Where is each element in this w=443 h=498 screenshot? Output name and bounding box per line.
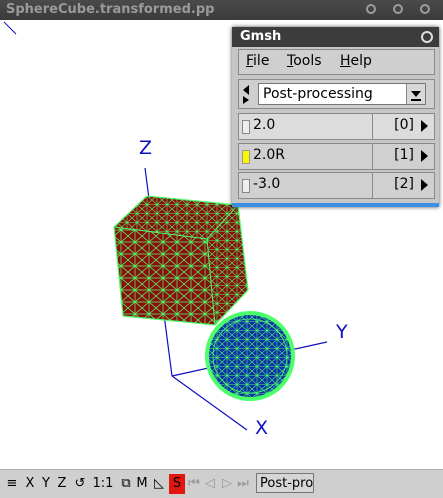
view-2-menu-button[interactable]: [2] bbox=[373, 173, 434, 198]
module-selector-row: Post-processing bbox=[238, 79, 435, 109]
view-1-visibility-checkbox[interactable] bbox=[242, 150, 250, 164]
z-axis-label: Z bbox=[139, 137, 152, 159]
view-row-0: 2.0 [0] bbox=[238, 113, 435, 140]
view-0-name: 2.0 bbox=[253, 117, 276, 133]
x-axis-label: X bbox=[255, 417, 268, 439]
view-2-visibility-checkbox[interactable] bbox=[242, 179, 250, 193]
last-step-icon[interactable]: ⏭ bbox=[237, 476, 249, 491]
y-axis-label: Y bbox=[335, 321, 348, 343]
view-0-button[interactable]: 2.0 bbox=[239, 114, 373, 139]
view-0-menu-button[interactable]: [0] bbox=[373, 114, 434, 139]
view-2-index: [2] bbox=[394, 176, 414, 192]
mesh-toggle-button[interactable]: M bbox=[136, 476, 148, 491]
corner-axis-marker bbox=[3, 21, 17, 35]
view-1-button[interactable]: 2.0R bbox=[239, 144, 373, 169]
x-axis-line bbox=[171, 375, 248, 431]
menu-help-rest: elp bbox=[350, 53, 372, 69]
window-minimize-icon[interactable] bbox=[393, 4, 403, 14]
view-2-button[interactable]: -3.0 bbox=[239, 173, 373, 198]
status-toolbar: ≡ X Y Z ↺ 1:1 ⧉ M ◺ S ⏮ ◁ ▷ ⏭ Post-proce… bbox=[0, 469, 443, 498]
cube-mesh bbox=[113, 195, 249, 326]
view-1-name: 2.0R bbox=[253, 147, 285, 163]
view-x-button[interactable]: X bbox=[25, 476, 35, 491]
scene-canvas: Z Y X bbox=[3, 21, 348, 439]
menu-file[interactable]: File bbox=[246, 53, 270, 69]
module-cycle-arrows-icon[interactable] bbox=[241, 84, 251, 104]
triangle-right-icon bbox=[421, 120, 428, 132]
view-0-index: [0] bbox=[394, 117, 414, 133]
menu-file-rest: ile bbox=[253, 53, 270, 69]
gmsh-window-bottom-border bbox=[232, 203, 439, 207]
gmsh-menubar: File Tools Help bbox=[238, 49, 435, 75]
window-close-icon[interactable] bbox=[420, 4, 430, 14]
projection-icon[interactable]: ⧉ bbox=[121, 476, 131, 491]
play-icon[interactable]: ▷ bbox=[222, 476, 232, 491]
menu-help[interactable]: Help bbox=[340, 53, 372, 69]
gmsh-window-title: Gmsh bbox=[240, 29, 282, 44]
previous-step-icon[interactable]: ◁ bbox=[205, 476, 215, 491]
scale-one-button[interactable]: 1:1 bbox=[92, 476, 114, 491]
menu-icon[interactable]: ≡ bbox=[6, 476, 18, 491]
view-1-menu-button[interactable]: [1] bbox=[373, 144, 434, 169]
view-0-visibility-checkbox[interactable] bbox=[242, 120, 250, 134]
view-2-name: -3.0 bbox=[253, 176, 281, 192]
main-window-title: SphereCube.transformed.pp bbox=[6, 2, 215, 17]
triangle-right-icon bbox=[421, 179, 428, 191]
selection-icon[interactable]: ◺ bbox=[154, 476, 164, 491]
menu-tools[interactable]: Tools bbox=[287, 53, 322, 69]
menu-tools-rest: ools bbox=[293, 53, 322, 69]
gmsh-close-icon[interactable] bbox=[421, 31, 433, 43]
module-select[interactable]: Post-processing bbox=[258, 83, 426, 105]
view-y-button[interactable]: Y bbox=[42, 476, 50, 491]
gmsh-titlebar[interactable]: Gmsh bbox=[232, 27, 439, 47]
rotate-icon[interactable]: ↺ bbox=[74, 476, 86, 491]
module-select-value: Post-processing bbox=[263, 86, 373, 102]
view-1-index: [1] bbox=[394, 147, 414, 163]
sphere-mesh bbox=[205, 311, 295, 401]
triangle-right-icon bbox=[421, 150, 428, 162]
module-status-field[interactable]: Post-processing bbox=[256, 473, 314, 493]
first-step-icon[interactable]: ⏮ bbox=[188, 476, 200, 491]
view-row-1: 2.0R [1] bbox=[238, 143, 435, 170]
chevron-down-icon[interactable] bbox=[406, 84, 425, 104]
window-menu-icon[interactable] bbox=[366, 4, 376, 14]
view-row-2: -3.0 [2] bbox=[238, 172, 435, 199]
stop-s-button[interactable]: S bbox=[169, 474, 185, 494]
main-window-titlebar[interactable]: SphereCube.transformed.pp bbox=[0, 0, 443, 20]
view-z-button[interactable]: Z bbox=[57, 476, 67, 491]
gmsh-window: Gmsh File Tools Help Post-processing 2.0… bbox=[232, 27, 439, 207]
